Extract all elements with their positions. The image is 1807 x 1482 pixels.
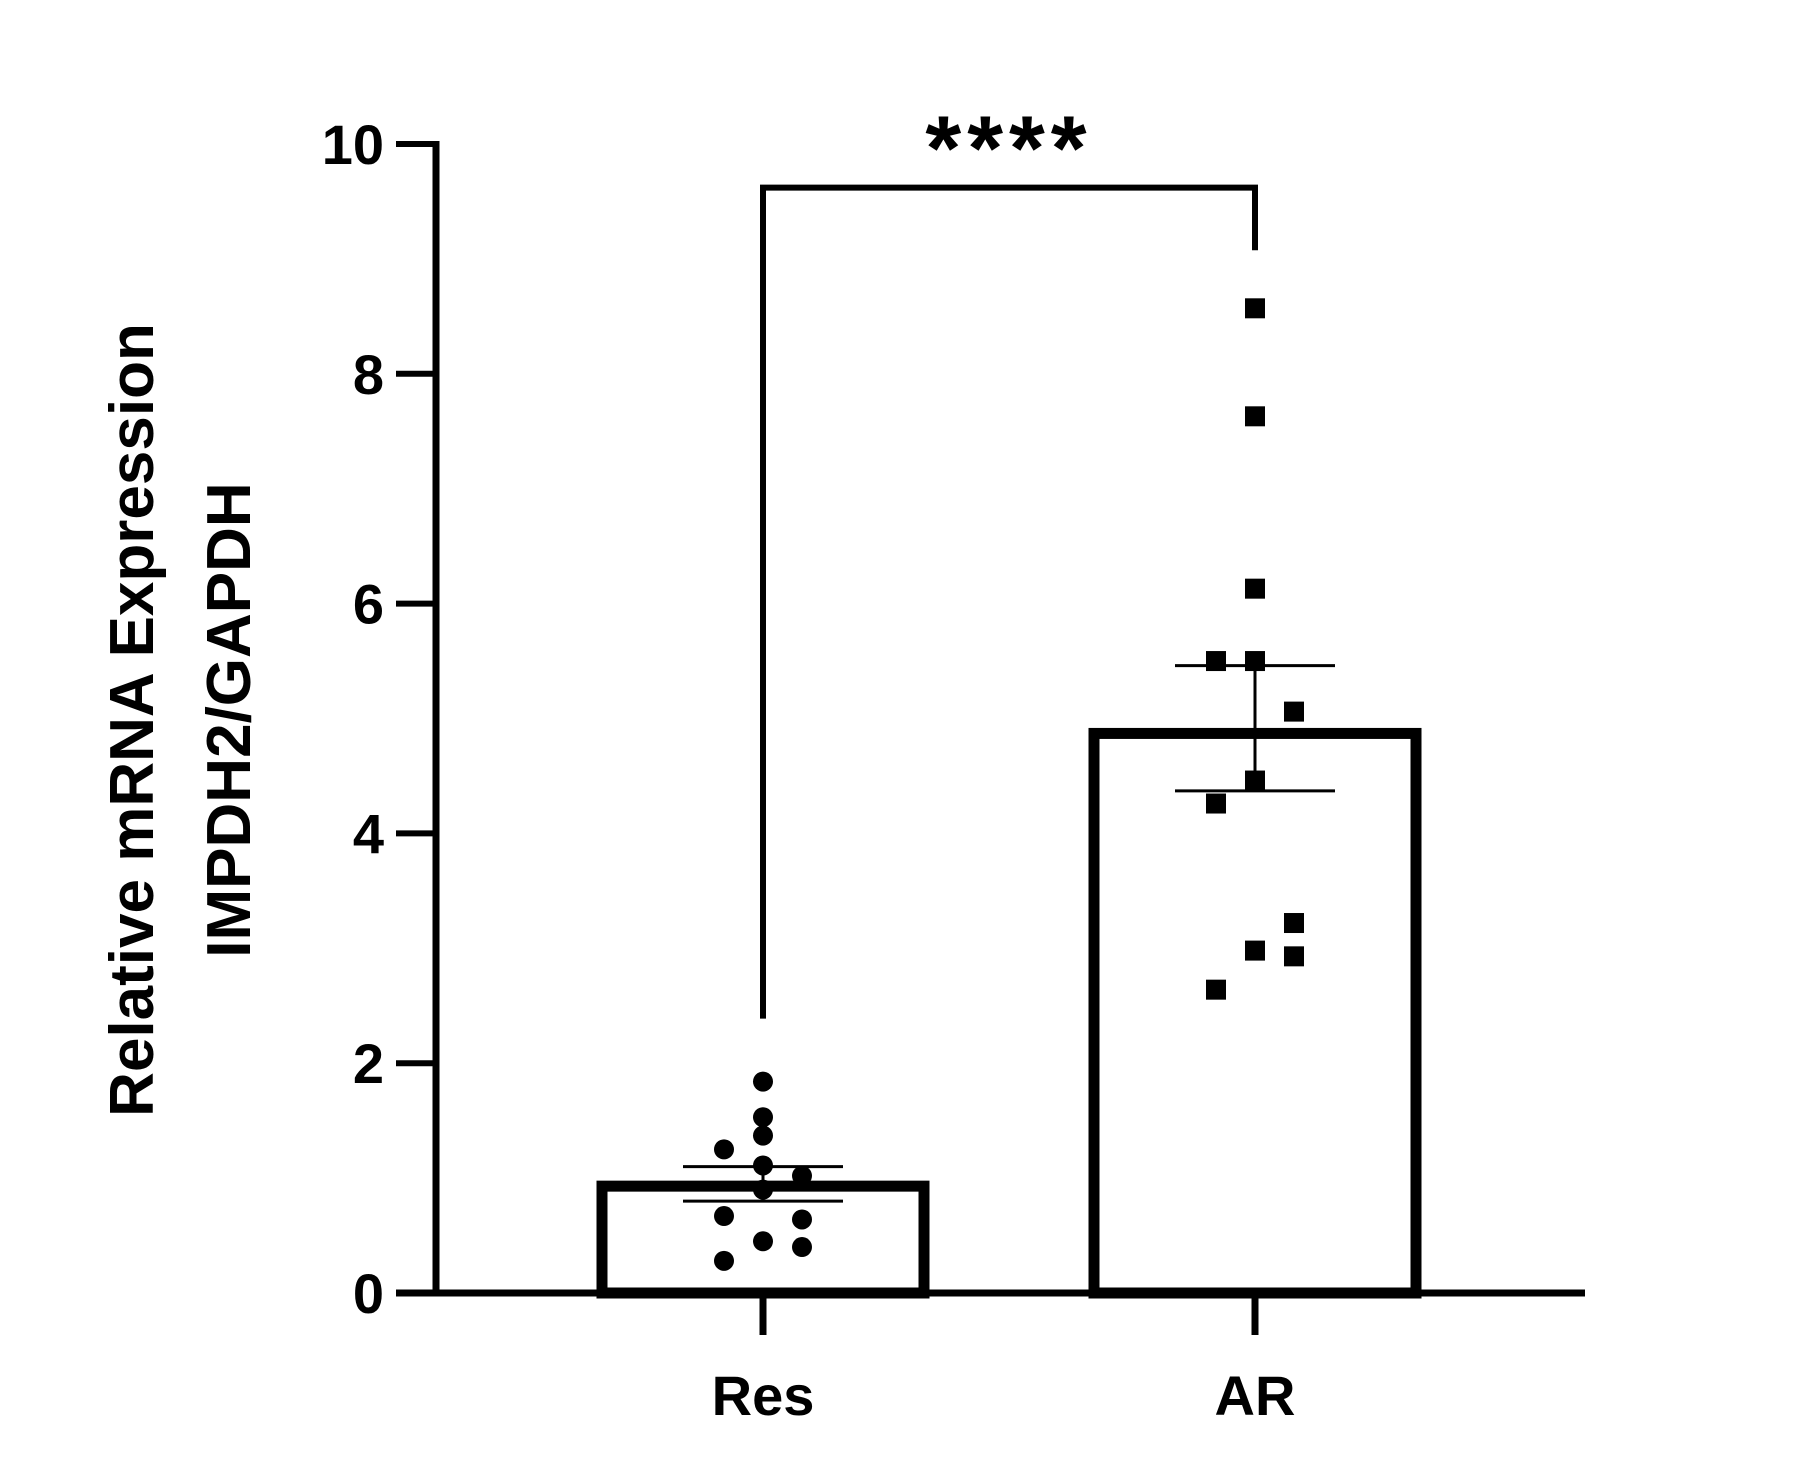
y-tick-label: 4 bbox=[353, 802, 384, 865]
x-tick-label: Res bbox=[712, 1364, 815, 1427]
data-point bbox=[792, 1165, 812, 1186]
data-point bbox=[753, 1125, 773, 1146]
significance-label: **** bbox=[925, 98, 1092, 200]
y-tick-label: 0 bbox=[353, 1262, 384, 1325]
data-point bbox=[1206, 651, 1226, 672]
axes bbox=[396, 141, 1585, 1297]
data-point bbox=[792, 1237, 812, 1258]
data-point bbox=[714, 1139, 734, 1160]
y-tick-label: 2 bbox=[353, 1032, 384, 1095]
y-tick-label: 8 bbox=[353, 343, 384, 406]
error-bars bbox=[683, 664, 1335, 1203]
data-point bbox=[1245, 298, 1265, 319]
data-point bbox=[1206, 793, 1226, 814]
data-point bbox=[753, 1231, 773, 1252]
data-point bbox=[1284, 701, 1304, 722]
data-point bbox=[1284, 946, 1304, 967]
y-axis-title-line-2: IMPDH2/GAPDH bbox=[195, 482, 264, 957]
x-axis-ticks: Res AR bbox=[712, 1293, 1296, 1427]
y-tick-label: 10 bbox=[322, 113, 384, 176]
y-axis-ticks: 0 2 4 6 8 10 bbox=[322, 113, 436, 1325]
data-point bbox=[1284, 913, 1304, 934]
data-point bbox=[753, 1071, 773, 1092]
y-tick-label: 6 bbox=[353, 573, 384, 636]
x-tick-label: AR bbox=[1215, 1364, 1296, 1427]
significance-bracket: **** bbox=[760, 98, 1258, 1019]
data-point bbox=[714, 1206, 734, 1227]
data-point bbox=[714, 1250, 734, 1271]
y-axis-title-line-1: Relative mRNA Expression bbox=[98, 323, 167, 1117]
y-axis-title: Relative mRNA Expression IMPDH2/GAPDH bbox=[98, 323, 264, 1117]
data-point bbox=[1245, 406, 1265, 427]
data-point bbox=[792, 1209, 812, 1230]
bar-ar bbox=[1088, 727, 1422, 1299]
data-point bbox=[1206, 979, 1226, 1000]
data-point bbox=[753, 1107, 773, 1128]
data-point bbox=[1245, 940, 1265, 961]
data-point bbox=[1245, 578, 1265, 599]
significance-bracket-line bbox=[760, 184, 1258, 1019]
bars bbox=[596, 727, 1422, 1299]
